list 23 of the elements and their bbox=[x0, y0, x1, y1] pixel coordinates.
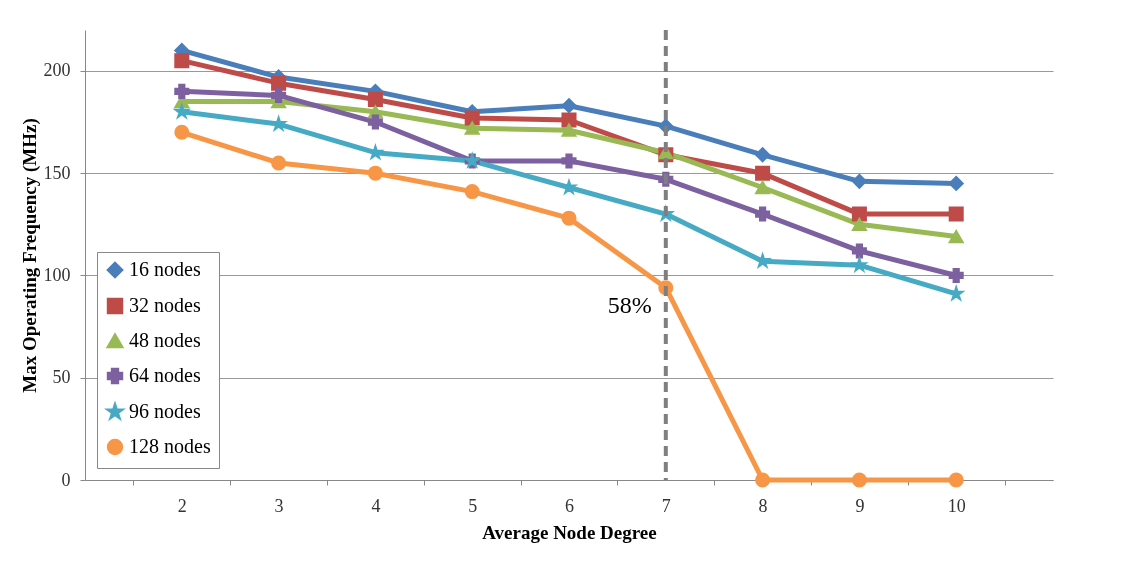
x-tick-label: 9 bbox=[855, 495, 865, 516]
y-tick-label: 150 bbox=[43, 162, 71, 183]
x-tick-label: 7 bbox=[661, 495, 671, 516]
legend-label: 96 nodes bbox=[129, 400, 201, 422]
y-axis-title: Max Operating Frequency (MHz) bbox=[18, 118, 41, 393]
x-tick-label: 10 bbox=[947, 495, 966, 516]
legend-label: 32 nodes bbox=[129, 294, 201, 316]
annotation: 58% bbox=[607, 291, 652, 318]
legend-label: 64 nodes bbox=[129, 364, 201, 386]
legend-label: 16 nodes bbox=[129, 258, 201, 280]
y-tick-label: 200 bbox=[43, 60, 71, 81]
y-tick-label: 0 bbox=[61, 469, 71, 490]
x-tick-label: 4 bbox=[371, 495, 381, 516]
y-tick-label: 50 bbox=[52, 367, 71, 388]
x-tick-label: 2 bbox=[177, 495, 187, 516]
x-tick-label: 6 bbox=[565, 495, 574, 516]
legend-label: 128 nodes bbox=[129, 435, 211, 457]
legend-label: 48 nodes bbox=[129, 329, 201, 351]
x-tick-label: 3 bbox=[274, 495, 284, 516]
x-tick-label: 8 bbox=[758, 495, 768, 516]
x-axis-title: Average Node Degree bbox=[482, 521, 657, 543]
x-tick-label: 5 bbox=[468, 495, 478, 516]
y-tick-label: 100 bbox=[43, 264, 71, 285]
